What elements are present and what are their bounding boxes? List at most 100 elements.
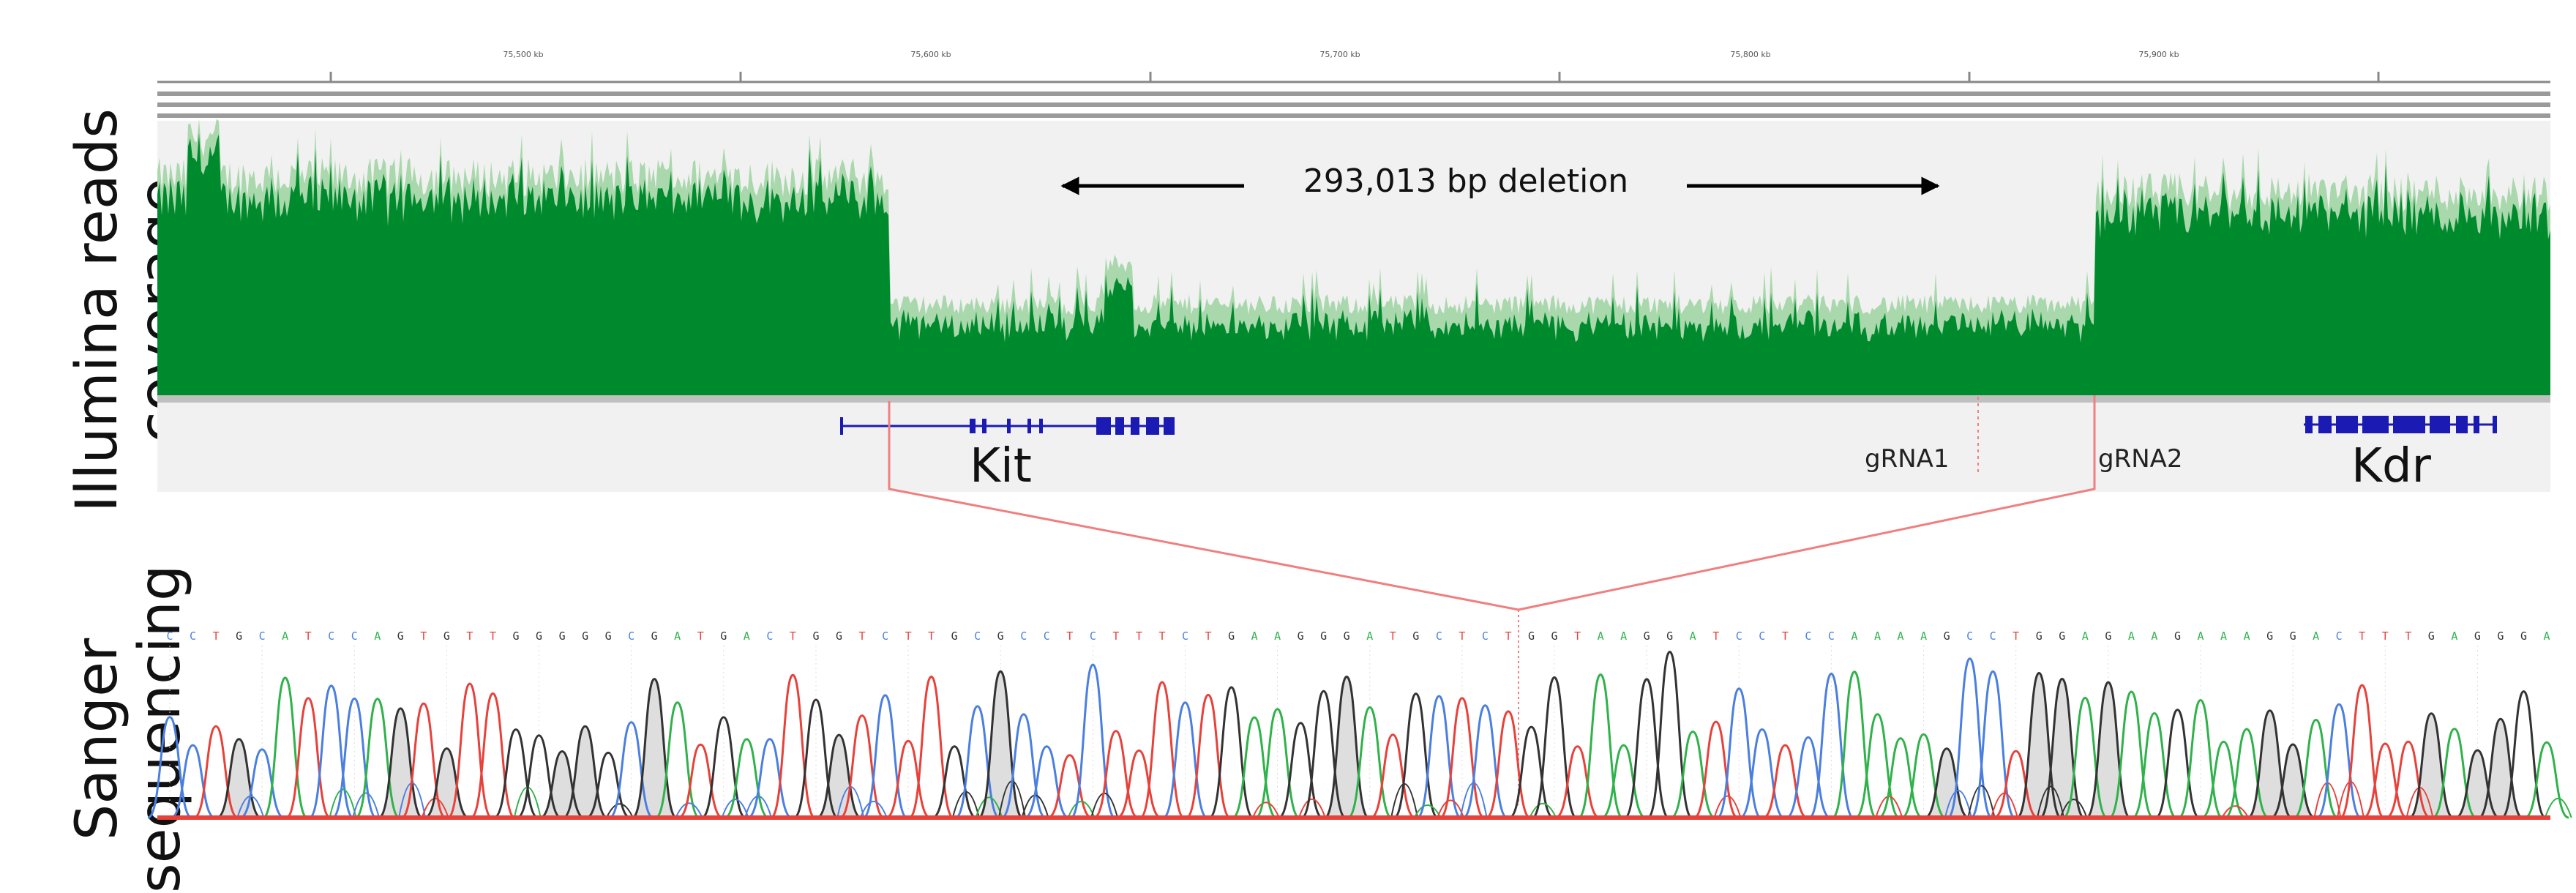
base-call: G	[2036, 629, 2043, 643]
chromatogram-peak	[1854, 713, 1901, 819]
kit-exon	[1131, 417, 1139, 435]
base-call: G	[812, 629, 819, 643]
chromatogram-peak	[285, 697, 331, 819]
chromatogram-peak	[816, 733, 862, 819]
chromatogram-peak	[1578, 673, 1623, 819]
base-call: T	[928, 629, 935, 643]
right-breakpoint-connector	[1518, 395, 2096, 611]
grna1-label: gRNA1	[1865, 444, 1950, 474]
base-call: C	[1182, 629, 1188, 643]
chromatogram-peak	[1716, 687, 1762, 819]
kdr-exon	[2336, 416, 2358, 433]
chromatogram-minor-peak	[721, 799, 749, 818]
base-call: C	[351, 629, 358, 643]
base-call: T	[2359, 629, 2365, 643]
chromatogram-peak	[1278, 722, 1323, 819]
kdr-exon	[2493, 416, 2497, 433]
base-call: A	[2220, 629, 2227, 643]
chromatogram-peak	[1601, 744, 1647, 819]
chromatogram-peak	[1047, 754, 1093, 819]
ruler-tick-label: 75,500 kb	[503, 50, 543, 59]
chromatogram-minor-peak	[859, 801, 888, 818]
kdr-exon	[2393, 416, 2425, 433]
chromatogram-peak	[470, 692, 516, 819]
peak-fill	[2271, 744, 2315, 818]
chromatogram-peak	[978, 670, 1024, 819]
base-call: T	[1136, 629, 1142, 643]
base-call: G	[236, 629, 242, 643]
base-call: C	[1436, 629, 1442, 643]
kdr-exon	[2474, 416, 2479, 433]
base-call: C	[628, 629, 634, 643]
base-call: C	[1759, 629, 1765, 643]
chromatogram-peak	[2408, 712, 2455, 819]
chromatogram-peak	[1670, 731, 1715, 819]
kit-exon	[982, 419, 986, 433]
chromatogram-peak	[1001, 713, 1046, 819]
chromatogram-peak	[2270, 743, 2315, 819]
base-call: A	[1874, 629, 1881, 643]
base-call: T	[490, 629, 496, 643]
base-call: C	[1805, 629, 1811, 643]
chromatogram-minor-peak	[2059, 799, 2088, 818]
base-call: G	[559, 629, 566, 643]
base-call: A	[374, 629, 381, 643]
base-call: A	[282, 629, 288, 643]
base-call: T	[420, 629, 427, 643]
chromatogram-peak	[585, 751, 631, 819]
chromatogram-peak	[1024, 745, 1069, 819]
base-call: C	[259, 629, 266, 643]
chromatogram-peak	[1162, 701, 1208, 819]
base-call: T	[305, 629, 312, 643]
base-call: C	[882, 629, 888, 643]
chromatogram-minor-peak	[352, 792, 380, 818]
chromatogram-peak	[1808, 672, 1854, 819]
chromatogram-minor-peak	[1067, 801, 1096, 818]
kit-exon	[970, 419, 976, 433]
chromatogram-peak	[171, 744, 216, 819]
base-call: T	[905, 629, 912, 643]
chromatogram-peak	[1993, 750, 2039, 819]
chromatogram-peak	[1462, 704, 1508, 819]
base-call: A	[2244, 629, 2250, 643]
kit-gene-model	[840, 417, 1175, 435]
chromatogram-peak	[355, 698, 400, 819]
chromatogram-peak	[1555, 745, 1600, 819]
base-call: T	[1505, 629, 1511, 643]
chromatogram-minor-peak	[1437, 799, 1465, 818]
base-call: G	[605, 629, 612, 643]
chromatogram-peak	[886, 739, 931, 819]
base-call: C	[1044, 629, 1050, 643]
base-call: G	[1528, 629, 1535, 643]
base-call: C	[1966, 629, 1973, 643]
chromatogram-peak	[2039, 677, 2085, 819]
base-call: T	[2012, 629, 2019, 643]
base-call: C	[1736, 629, 1742, 643]
chromatogram-peak	[1393, 692, 1439, 819]
chromatogram-peak	[378, 707, 424, 819]
base-call: A	[2313, 629, 2319, 643]
base-call: A	[2082, 629, 2089, 643]
gene-label-kdr: Kdr	[2351, 439, 2432, 493]
chromatogram-peak	[632, 678, 678, 819]
base-call: A	[1920, 629, 1927, 643]
chromatogram-minor-peak	[675, 802, 703, 818]
chromatogram-minor-peak	[2037, 785, 2064, 818]
base-call: A	[744, 629, 750, 643]
chromatogram-peak	[2362, 742, 2408, 819]
base-call: A	[1620, 629, 1627, 643]
base-call: A	[1690, 629, 1696, 643]
chromatogram-peak	[2316, 703, 2362, 819]
kit-exon	[1007, 419, 1011, 433]
coverage-dark-area	[157, 132, 2550, 395]
chromatogram-peak	[1186, 693, 1231, 819]
chromatogram-peak	[1370, 733, 1415, 819]
base-call: T	[466, 629, 473, 643]
base-call: C	[190, 629, 196, 643]
chromatogram-peak	[2132, 711, 2177, 819]
chromatogram-peak	[1924, 747, 1969, 819]
chromatogram-peak	[724, 738, 769, 819]
chromatogram-minor-peak	[1298, 798, 1326, 818]
base-call: T	[2405, 629, 2411, 643]
chromatogram-peak	[1624, 678, 1669, 819]
